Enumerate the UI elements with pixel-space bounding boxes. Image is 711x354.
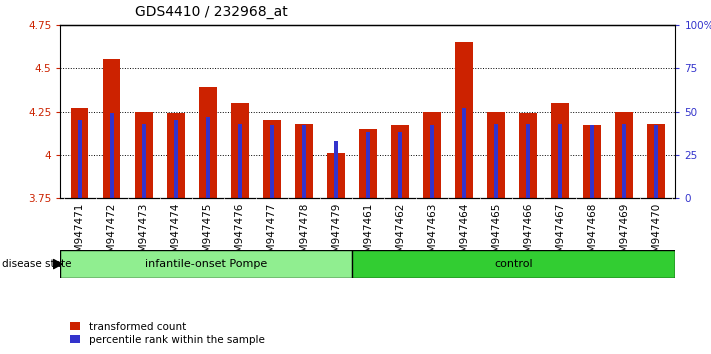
Bar: [302, 125, 306, 198]
Bar: [173, 120, 178, 198]
Text: GSM947470: GSM947470: [651, 202, 661, 266]
Bar: [526, 124, 530, 198]
Bar: [334, 141, 338, 198]
Text: GSM947478: GSM947478: [299, 202, 309, 266]
Text: GSM947462: GSM947462: [395, 202, 405, 266]
Text: GSM947461: GSM947461: [363, 202, 373, 266]
Text: GSM947467: GSM947467: [555, 202, 565, 266]
Bar: [519, 113, 537, 198]
Text: GSM947466: GSM947466: [523, 202, 533, 266]
Text: GSM947469: GSM947469: [619, 202, 629, 266]
Bar: [583, 125, 601, 198]
Bar: [430, 125, 434, 198]
Text: GSM947476: GSM947476: [235, 202, 245, 266]
Bar: [141, 124, 146, 198]
Legend: transformed count, percentile rank within the sample: transformed count, percentile rank withi…: [65, 317, 269, 349]
Text: GDS4410 / 232968_at: GDS4410 / 232968_at: [135, 5, 288, 19]
Bar: [109, 113, 114, 198]
Bar: [263, 120, 281, 198]
Bar: [366, 132, 370, 198]
Text: GSM947471: GSM947471: [75, 202, 85, 266]
Bar: [167, 113, 185, 198]
Bar: [487, 112, 505, 198]
Bar: [71, 108, 88, 198]
Bar: [622, 124, 626, 198]
Bar: [327, 153, 345, 198]
Bar: [616, 112, 633, 198]
Bar: [295, 124, 313, 198]
Bar: [270, 125, 274, 198]
Bar: [654, 125, 658, 198]
Polygon shape: [53, 259, 62, 269]
Bar: [238, 124, 242, 198]
Bar: [77, 120, 82, 198]
Bar: [398, 132, 402, 198]
Bar: [551, 103, 569, 198]
Bar: [103, 59, 120, 198]
Bar: [135, 112, 153, 198]
Text: GSM947479: GSM947479: [331, 202, 341, 266]
Text: GSM947464: GSM947464: [459, 202, 469, 266]
Bar: [352, 250, 675, 278]
Bar: [60, 250, 352, 278]
Text: GSM947472: GSM947472: [107, 202, 117, 266]
Text: disease state: disease state: [2, 259, 72, 269]
Text: GSM947463: GSM947463: [427, 202, 437, 266]
Text: GSM947473: GSM947473: [139, 202, 149, 266]
Text: GSM947474: GSM947474: [171, 202, 181, 266]
Bar: [391, 125, 409, 198]
Bar: [231, 103, 249, 198]
Bar: [359, 129, 377, 198]
Bar: [590, 125, 594, 198]
Bar: [199, 87, 217, 198]
Text: GSM947475: GSM947475: [203, 202, 213, 266]
Bar: [462, 108, 466, 198]
Bar: [494, 124, 498, 198]
Text: infantile-onset Pompe: infantile-onset Pompe: [145, 259, 267, 269]
Text: control: control: [494, 259, 533, 269]
Text: GSM947468: GSM947468: [587, 202, 597, 266]
Text: GSM947477: GSM947477: [267, 202, 277, 266]
Bar: [558, 124, 562, 198]
Text: GSM947465: GSM947465: [491, 202, 501, 266]
Bar: [455, 42, 473, 198]
Bar: [423, 112, 441, 198]
Bar: [206, 117, 210, 198]
Bar: [648, 124, 665, 198]
